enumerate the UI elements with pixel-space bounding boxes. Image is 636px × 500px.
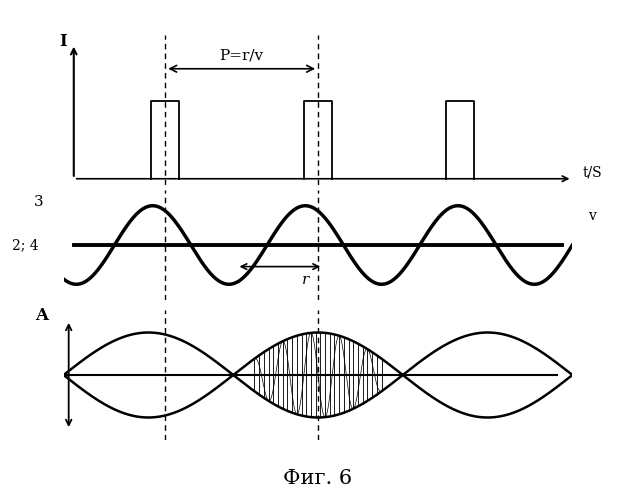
Text: P=r/v: P=r/v: [219, 48, 264, 62]
Text: A: A: [36, 306, 48, 324]
Text: Фиг. 6: Фиг. 6: [284, 468, 352, 487]
Text: t/S: t/S: [583, 166, 602, 179]
Text: I: I: [60, 33, 67, 50]
Text: v: v: [588, 208, 595, 222]
Text: r: r: [301, 272, 309, 286]
Text: 2; 4: 2; 4: [11, 238, 38, 252]
Text: 3: 3: [34, 195, 43, 209]
